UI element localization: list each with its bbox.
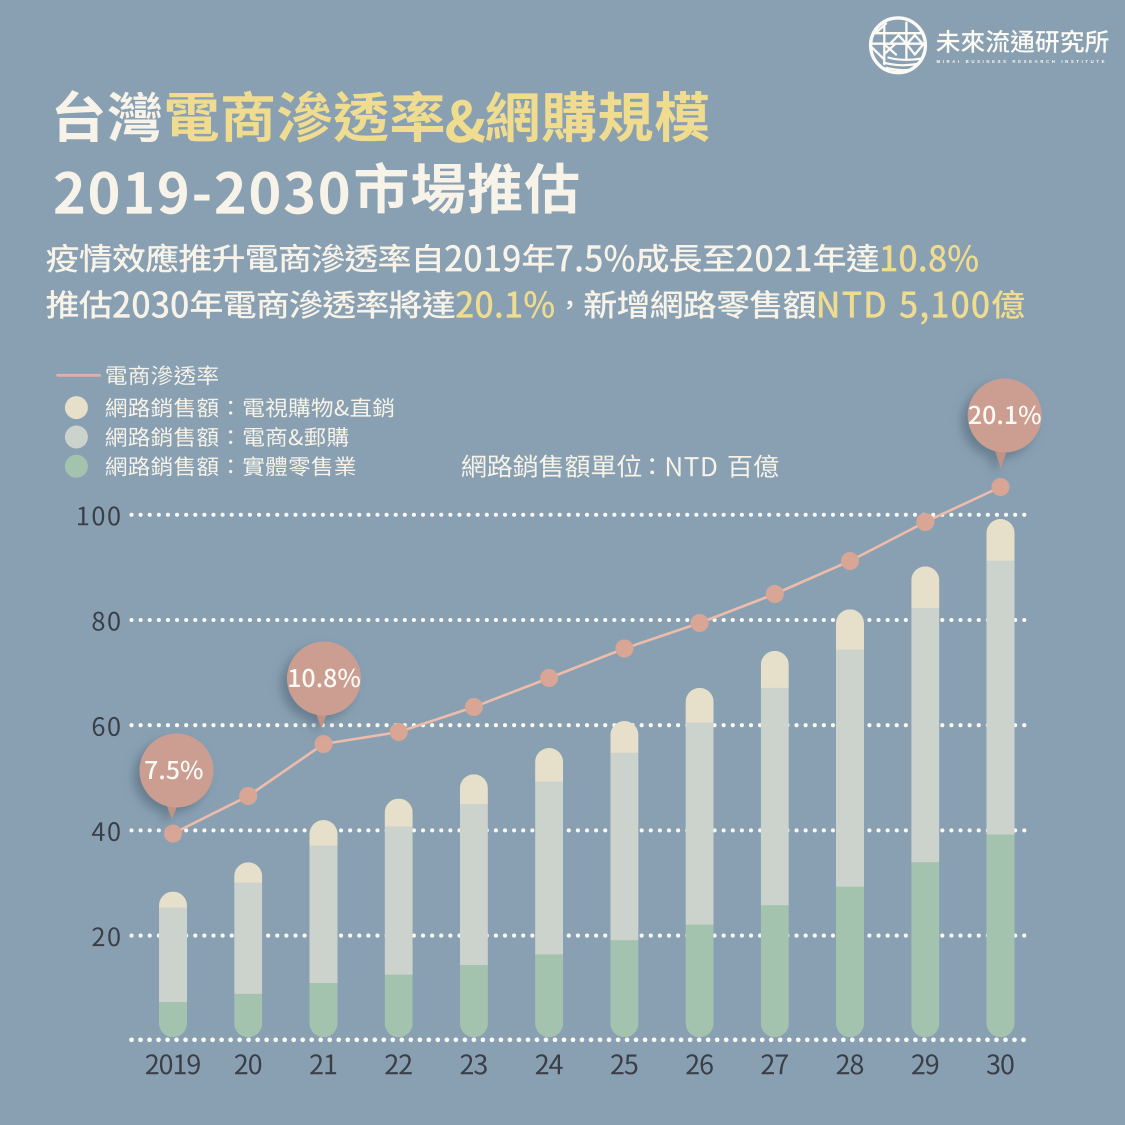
svg-text:MIRAI BUSINESS RESEARCH INSTIT: MIRAI BUSINESS RESEARCH INSTITUTE [937,59,1107,64]
